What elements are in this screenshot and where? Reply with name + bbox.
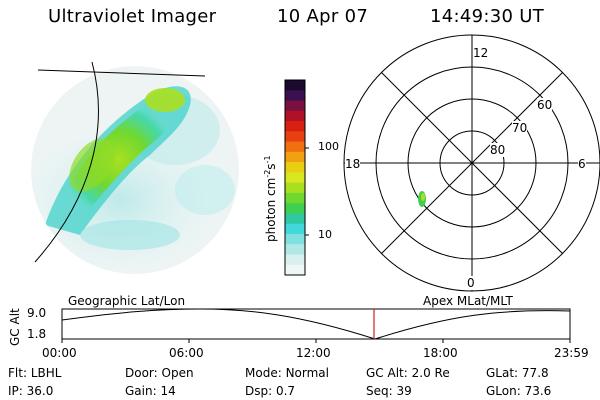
polar-aurora-spot: [418, 191, 426, 207]
polar-circle-70: [407, 98, 537, 228]
terminator-curve: [34, 61, 99, 263]
colorbar-swatch: [285, 244, 305, 255]
info-door: Door: Open: [125, 366, 194, 380]
polar-lat-80: 80: [490, 143, 506, 157]
timeline-x-tick-1: 06:00: [169, 346, 204, 360]
info-gain: Gain: 14: [125, 384, 176, 398]
timeline-y-tick-bottom: 1.8: [27, 327, 47, 341]
polar-circle-50: [343, 34, 600, 292]
info-seq: Seq: 39: [366, 384, 412, 398]
timeline-right-label: Apex MLat/MLT: [423, 294, 513, 308]
colorbar-swatch: [285, 233, 305, 245]
colorbar-swatch: [285, 213, 305, 225]
timeline-altitude-curve: [61, 308, 571, 340]
info-mode: Mode: Normal: [245, 366, 329, 380]
polar-label-0: 0: [467, 276, 475, 290]
timeline-x-tick-0: 00:00: [42, 346, 77, 360]
info-gc-alt: GC Alt: 2.0 Re: [366, 366, 450, 380]
timeline-x-tick-4: 23:59: [554, 346, 589, 360]
polar-aurora-core: [421, 193, 425, 201]
colorbar-tick-100: 100: [318, 140, 339, 153]
colorbar-swatch: [285, 110, 305, 122]
instrument-title: Ultraviolet Imager: [48, 6, 217, 27]
colorbar-swatch: [285, 223, 305, 235]
polar-circle-80: [439, 130, 505, 196]
colorbar-swatch: [285, 254, 305, 266]
info-glat: GLat: 77.8: [486, 366, 549, 380]
polar-diagonal-2: [381, 72, 563, 254]
timeline-left-label: Geographic Lat/Lon: [68, 294, 186, 308]
timeline-y-tick-top: 9.0: [27, 306, 47, 320]
colorbar-swatch: [285, 121, 305, 132]
colorbar-swatch: [285, 131, 305, 143]
timeline-y-axis-label: GC Alt: [8, 308, 22, 346]
colorbar-frame: [284, 79, 306, 276]
colorbar-unit-label: photon cm-2s-1: [263, 155, 278, 242]
colorbar-swatch: [285, 80, 305, 91]
colorbar-swatch: [285, 182, 305, 194]
colorbar-swatch: [285, 203, 305, 214]
info-glon: GLon: 73.6: [486, 384, 552, 398]
limb-line: [37, 69, 206, 77]
polar-circle-60: [375, 66, 569, 260]
polar-lat-70: 70: [512, 121, 528, 135]
info-ip: IP: 36.0: [8, 384, 54, 398]
polar-label-18: 18: [345, 157, 361, 171]
colorbar-swatch: [285, 151, 305, 163]
timeline-x-tick-2: 12:00: [296, 346, 331, 360]
polar-label-12: 12: [473, 46, 489, 60]
colorbar-swatch: [285, 172, 305, 184]
info-dsp: Dsp: 0.7: [245, 384, 296, 398]
colorbar-swatch: [285, 100, 305, 112]
timeline-x-tick-3: 18:00: [423, 346, 458, 360]
colorbar: [284, 79, 309, 276]
date-label: 10 Apr 07: [277, 6, 369, 27]
earth-disk: [31, 66, 239, 274]
colorbar-swatch: [285, 264, 305, 276]
polar-diagonal-1: [381, 72, 563, 254]
polar-lat-60: 60: [537, 98, 553, 112]
colorbar-swatch: [285, 162, 305, 173]
info-filter: Flt: LBHL: [8, 366, 62, 380]
polar-label-6: 6: [578, 157, 586, 171]
timeline-frame: [61, 308, 571, 340]
time-label: 14:49:30 UT: [430, 6, 545, 27]
colorbar-swatch: [285, 90, 305, 102]
timeline-x-ticks: [61, 339, 571, 343]
colorbar-tick-10: 10: [318, 228, 332, 241]
colorbar-swatch: [285, 192, 305, 204]
colorbar-swatch: [285, 141, 305, 153]
